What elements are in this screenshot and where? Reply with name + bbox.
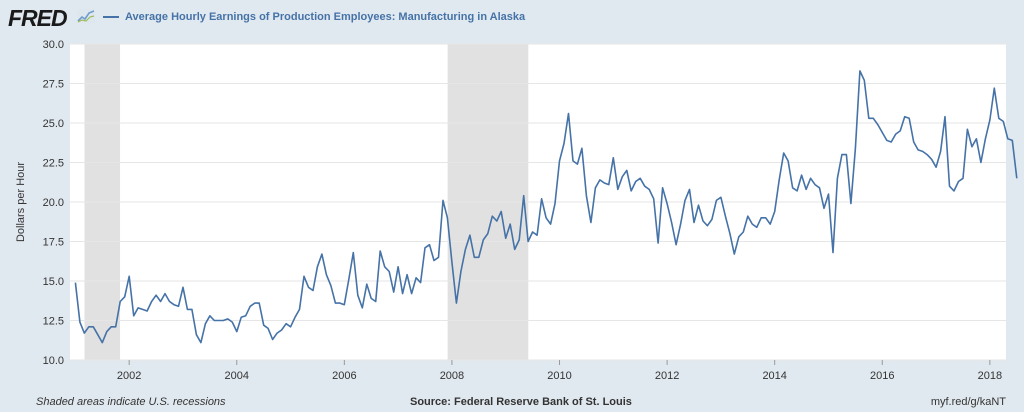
y-axis-title: Dollars per Hour (15, 162, 27, 242)
legend[interactable]: Average Hourly Earnings of Production Em… (103, 11, 525, 23)
chart-footer: Shaded areas indicate U.S. recessions So… (0, 395, 1024, 412)
source-text: Source: Federal Reserve Bank of St. Loui… (410, 396, 632, 408)
x-axis-ticks: 2002 2004 2006 2008 2010 2012 2014 2016 2018 (117, 360, 1002, 382)
legend-series-label: Average Hourly Earnings of Production Em… (125, 11, 526, 23)
y-tick-label: 12.5 (43, 316, 64, 328)
series-line[interactable] (74, 70, 1018, 344)
y-tick-label: 10.0 (43, 355, 64, 367)
y-tick-label: 17.5 (43, 237, 64, 249)
x-tick-label: 2010 (547, 370, 571, 382)
y-tick-label: 27.5 (43, 79, 64, 91)
x-tick-label: 2018 (978, 370, 1002, 382)
x-tick-label: 2008 (440, 370, 464, 382)
x-tick-label: 2006 (332, 370, 356, 382)
x-tick-label: 2014 (762, 370, 786, 382)
recession-note: Shaded areas indicate U.S. recessions (36, 396, 226, 408)
y-tick-label: 15.0 (43, 276, 64, 288)
y-axis-ticks: 10.0 12.5 15.0 17.5 20.0 22.5 25.0 27.5 30.0 (43, 39, 64, 367)
x-tick-label: 2016 (870, 370, 894, 382)
x-tick-label: 2004 (225, 370, 249, 382)
y-tick-label: 30.0 (43, 39, 64, 51)
y-tick-label: 20.0 (43, 197, 64, 209)
line-chart[interactable]: 10.0 12.5 15.0 17.5 20.0 22.5 25.0 27.5 30.0 200… (0, 0, 1024, 395)
chart-header: FRED Average Hourly Earnings of Producti… (0, 0, 1024, 34)
legend-swatch (103, 16, 119, 18)
fred-logo[interactable]: FRED (8, 5, 68, 31)
x-tick-label: 2012 (655, 370, 679, 382)
series-layer (74, 70, 1018, 344)
trend-line-icon (77, 9, 95, 23)
x-tick-label: 2002 (117, 370, 141, 382)
y-tick-label: 25.0 (43, 118, 64, 130)
y-tick-label: 22.5 (43, 158, 64, 170)
gridlines (70, 43, 1006, 361)
short-url-link[interactable]: myf.red/g/kaNT (930, 396, 1006, 408)
